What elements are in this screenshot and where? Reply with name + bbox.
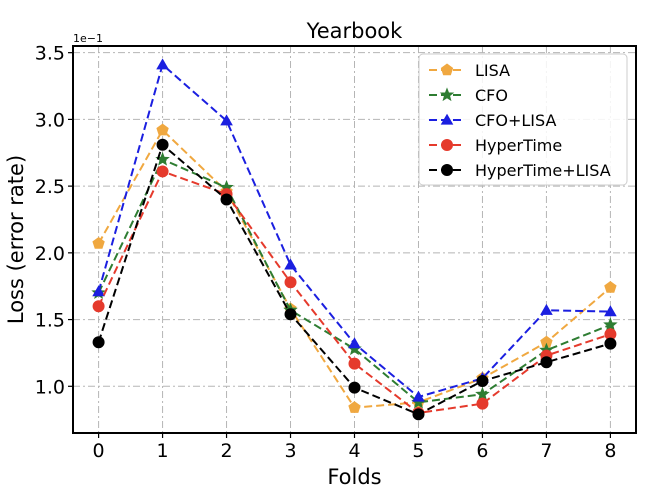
y-tick-label: 2.5 [35,176,65,198]
legend-entry-lisa: LISA [429,61,510,80]
data-point-hypertime [284,276,297,289]
chart-title: Yearbook [306,19,403,43]
x-tick-label: 6 [476,440,488,462]
legend-marker [439,87,455,102]
data-point-hypertime-lisa [604,337,617,350]
legend-label: LISA [475,61,510,80]
legend-entry-hypertime: HyperTime [429,136,562,155]
y-axis-label: Loss (error rate) [4,155,28,324]
data-point-cfo-lisa [348,337,361,349]
legend-marker [441,139,453,151]
data-point-hypertime-lisa [284,308,297,321]
legend-box [418,53,628,186]
x-tick-label: 7 [540,440,552,462]
data-point-cfo-lisa [92,285,105,297]
x-tick-label: 2 [220,440,232,462]
data-point-hypertime [348,357,361,370]
y-tick-label: 3.5 [35,43,65,65]
x-axis-label: Folds [327,465,381,489]
legend-entry-cfo-lisa: CFO+LISA [429,111,556,130]
data-point-cfo-lisa [284,258,297,270]
series-line-hypertime [97,170,611,415]
data-point-cfo-lisa [220,114,233,126]
x-tick-label: 8 [604,440,616,462]
data-point-cfo [475,386,490,401]
data-point-hypertime-lisa [348,381,361,394]
data-point-lisa [156,123,169,136]
axis-ticks: 0 1 2 3 4 5 6 7 8 1.0 1.5 2.0 2.5 3.0 3.5 [35,43,617,462]
legend-label: CFO+LISA [475,111,556,130]
data-point-hypertime [92,300,105,313]
legend-entry-cfo: CFO [429,86,508,105]
data-point-cfo-lisa [540,303,553,315]
legend-label: HyperTime+LISA [475,161,611,180]
x-tick-label: 3 [284,440,296,462]
data-point-hypertime [476,397,489,410]
x-tick-label: 0 [93,440,105,462]
legend-entry-hypertime-lisa: HyperTime+LISA [429,161,611,180]
data-point-hypertime [156,165,169,178]
legend-label: HyperTime [475,136,562,155]
legend-marker [440,63,454,76]
data-point-hypertime-lisa [156,138,169,151]
y-tick-label: 2.0 [35,243,65,265]
x-tick-label: 1 [157,440,169,462]
y-tick-label: 3.0 [35,109,65,131]
data-point-cfo-lisa [604,305,617,317]
data-point-lisa [348,401,361,413]
data-point-hypertime-lisa [476,374,489,387]
data-point-hypertime-lisa [220,193,233,206]
series-hypertime-lisa [92,138,617,421]
x-tick-label: 4 [348,440,360,462]
legend-label: CFO [475,86,508,105]
data-point-hypertime-lisa [540,356,553,369]
x-tick-label: 5 [412,440,424,462]
y-tick-label: 1.5 [35,310,65,332]
legend-marker [441,164,453,176]
series-line-cfo [97,158,611,404]
data-point-cfo-lisa [412,390,425,402]
y-tick-label: 1.0 [35,376,65,398]
data-point-lisa [604,281,617,293]
data-point-lisa [92,237,105,249]
legend: LISA CFO CFO+LISA HyperTime HyperTime+LISA [418,53,628,186]
data-point-hypertime-lisa [92,336,105,349]
data-point-cfo-lisa [156,58,169,70]
y-axis-offset-label: 1e−1 [73,32,103,45]
series-layer [91,58,618,421]
legend-marker [440,113,454,125]
data-point-hypertime-lisa [412,408,425,421]
data-point-cfo [603,317,618,332]
